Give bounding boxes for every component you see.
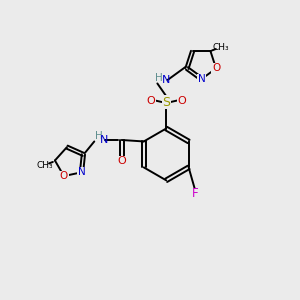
- Text: CH₃: CH₃: [36, 161, 53, 170]
- Text: O: O: [60, 171, 68, 181]
- Text: H: H: [155, 74, 163, 83]
- Text: O: O: [212, 64, 220, 74]
- Text: N: N: [78, 167, 86, 177]
- Text: O: O: [146, 95, 155, 106]
- Text: O: O: [177, 95, 186, 106]
- Text: N: N: [198, 74, 206, 84]
- Text: H: H: [95, 131, 103, 142]
- Text: O: O: [117, 157, 126, 166]
- Text: N: N: [100, 135, 108, 145]
- Text: S: S: [162, 95, 170, 109]
- Text: N: N: [162, 75, 170, 85]
- Text: CH₃: CH₃: [212, 43, 229, 52]
- Text: F: F: [192, 187, 198, 200]
